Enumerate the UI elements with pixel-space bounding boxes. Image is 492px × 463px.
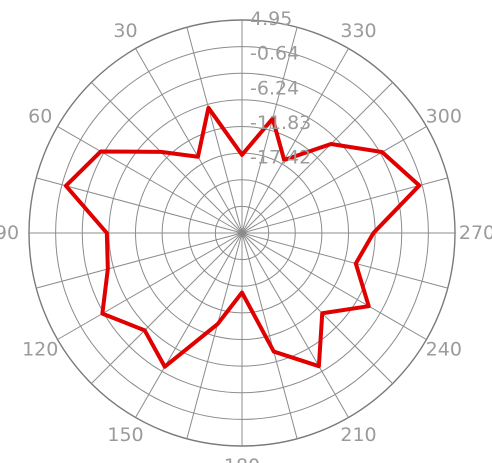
series-point bbox=[163, 365, 167, 369]
series-line bbox=[63, 105, 422, 369]
series-point bbox=[354, 262, 358, 265]
angular-grid-line bbox=[57, 232, 243, 340]
angular-grid-line bbox=[36, 232, 243, 289]
series-point bbox=[100, 312, 104, 316]
radial-tick-label: 4.95 bbox=[250, 8, 292, 30]
angle-tick-label: 120 bbox=[22, 339, 58, 361]
angle-tick-label: 210 bbox=[340, 424, 376, 446]
angular-grid-line bbox=[57, 126, 243, 234]
series-point bbox=[240, 291, 244, 294]
series-point bbox=[64, 184, 68, 188]
series-point bbox=[380, 150, 384, 154]
angular-grid-line bbox=[241, 232, 393, 384]
angular-grid-line bbox=[241, 27, 298, 234]
angular-grid-line bbox=[91, 232, 243, 384]
series-point bbox=[372, 231, 375, 235]
grid-layer bbox=[28, 19, 456, 447]
angle-tick-label: 300 bbox=[426, 106, 462, 128]
angular-grid-line bbox=[91, 82, 243, 234]
angle-tick-label: 150 bbox=[107, 424, 143, 446]
angular-grid-line bbox=[241, 48, 349, 234]
radial-tick-label: -11.83 bbox=[250, 112, 311, 134]
series-point bbox=[159, 150, 163, 154]
label-layer: 30 60 90 120 150 180 210 240 270 300 330 -17.42 -11.… bbox=[0, 8, 492, 463]
radial-tick-label: -6.24 bbox=[250, 77, 299, 99]
angular-grid-line bbox=[241, 177, 448, 234]
series-point bbox=[272, 350, 276, 353]
series-point bbox=[207, 106, 210, 110]
angular-grid-line bbox=[241, 232, 349, 418]
series-point bbox=[271, 117, 275, 120]
angle-tick-label: 330 bbox=[340, 20, 376, 42]
series-point bbox=[240, 153, 244, 157]
angular-grid-line bbox=[241, 232, 448, 289]
angle-tick-label: 90 bbox=[0, 222, 19, 244]
series-point bbox=[196, 155, 200, 159]
series-layer bbox=[63, 105, 422, 369]
angle-tick-label: 30 bbox=[113, 20, 137, 42]
angle-tick-label: 60 bbox=[28, 106, 52, 128]
series-point bbox=[99, 150, 103, 153]
angle-tick-label: 240 bbox=[426, 339, 462, 361]
angular-grid-line bbox=[241, 126, 427, 234]
series-point bbox=[143, 328, 147, 332]
angular-grid-line bbox=[241, 232, 427, 340]
angular-grid-line bbox=[186, 27, 243, 234]
series-point bbox=[367, 304, 371, 308]
series-point bbox=[105, 231, 109, 235]
angular-grid-line bbox=[241, 82, 393, 234]
angular-grid-line bbox=[186, 232, 243, 439]
radial-tick-label: -0.64 bbox=[250, 43, 299, 65]
angle-tick-label: 270 bbox=[459, 222, 492, 244]
series-point bbox=[106, 267, 110, 271]
angular-grid-line bbox=[135, 48, 243, 234]
angular-grid-line bbox=[241, 232, 298, 439]
radial-tick-label: -17.42 bbox=[250, 147, 311, 169]
angular-grid-line bbox=[135, 232, 243, 418]
angular-grid-line bbox=[36, 177, 243, 234]
series-point bbox=[282, 158, 286, 162]
angle-tick-label: 180 bbox=[224, 455, 260, 463]
series-point bbox=[417, 184, 421, 187]
series-point bbox=[216, 322, 220, 326]
series-point bbox=[329, 142, 333, 146]
series-point bbox=[317, 364, 321, 368]
series-point bbox=[320, 311, 324, 315]
